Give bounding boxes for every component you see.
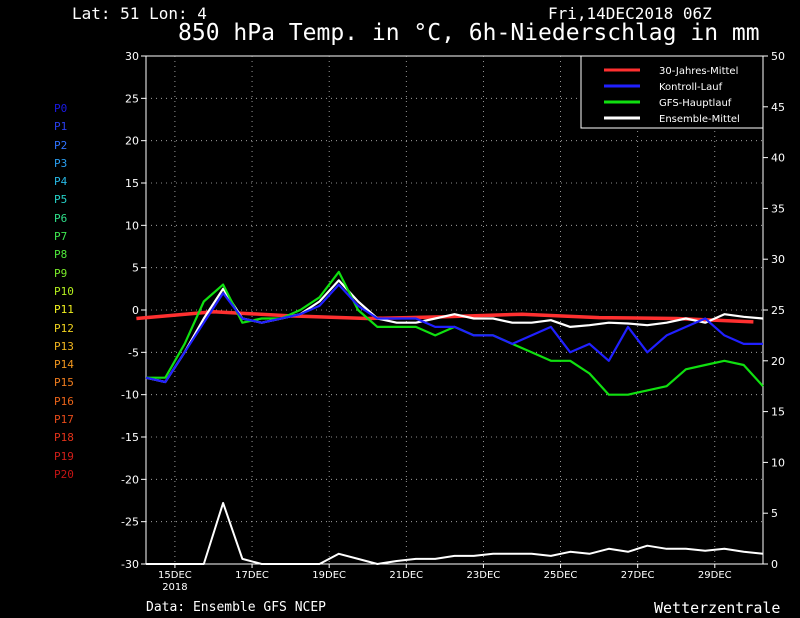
- legend-label: GFS-Hauptlauf: [659, 98, 732, 109]
- member-label-p7: P7: [54, 230, 68, 244]
- ensemble-member-list: P0 P1 P2 P3 P4 P5 P6 P7 P8 P9 P10 P11 P12 P13 P14 P15 P1…: [54, 100, 74, 484]
- y-tick-label-left: 20: [125, 135, 139, 148]
- member-label-p6: P6: [54, 211, 68, 225]
- x-tick-year-label: 2018: [162, 582, 187, 593]
- member-label-p8: P8: [54, 248, 68, 262]
- member-label-p9: P9: [54, 266, 68, 280]
- y-tick-label-left: -15: [121, 431, 139, 444]
- member-label-p3: P3: [54, 156, 68, 170]
- y-tick-label-right: 30: [771, 253, 785, 266]
- y-tick-label-left: -10: [121, 389, 139, 402]
- brand-label: Wetterzentrale: [654, 599, 781, 617]
- x-tick-label: 29DEC: [698, 570, 732, 581]
- member-label-p16: P16: [54, 394, 74, 408]
- y-tick-label-right: 5: [771, 507, 778, 520]
- member-label-p0: P0: [54, 102, 68, 115]
- y-tick-label-right: 20: [771, 355, 785, 368]
- member-label-p18: P18: [54, 431, 74, 445]
- x-tick-label: 15DEC: [158, 570, 192, 581]
- y-tick-label-right: 50: [771, 50, 785, 63]
- member-label-p5: P5: [54, 193, 68, 207]
- member-label-p2: P2: [54, 138, 68, 152]
- y-tick-label-left: -30: [121, 558, 139, 571]
- legend-label: Ensemble-Mittel: [659, 114, 740, 125]
- y-tick-label-right: 25: [771, 304, 785, 317]
- legend: 30-Jahres-Mittel Kontroll-Lauf GFS-Hauptla…: [580, 55, 764, 129]
- member-label-p20: P20: [54, 467, 74, 481]
- legend-label: 30-Jahres-Mittel: [659, 66, 738, 77]
- member-label-p17: P17: [54, 413, 74, 427]
- series-line-kontroll-lauf: [145, 283, 763, 384]
- x-tick-label: 19DEC: [312, 570, 346, 581]
- y-tick-label-left: -25: [121, 516, 139, 529]
- y-tick-label-left: 0: [132, 304, 139, 317]
- y-tick-label-right: 0: [771, 558, 778, 571]
- y-tick-label-left: 10: [125, 219, 139, 232]
- member-label-p14: P14: [54, 358, 74, 372]
- y-tick-label-right: 35: [771, 202, 785, 215]
- member-label-p10: P10: [54, 284, 74, 298]
- series-line-ensemble-mittel-niederschlag: [146, 502, 764, 565]
- y-tick-label-left: 5: [132, 262, 139, 275]
- x-tick-label: 21DEC: [389, 570, 423, 581]
- member-label-p4: P4: [54, 175, 68, 189]
- y-tick-label-left: 30: [125, 50, 139, 63]
- member-label-p13: P13: [54, 339, 74, 353]
- y-tick-label-left: -5: [128, 346, 139, 359]
- x-tick-label: 17DEC: [235, 570, 269, 581]
- y-tick-label-right: 15: [771, 406, 785, 419]
- x-tick-label: 27DEC: [621, 570, 655, 581]
- y-tick-label-left: 15: [125, 177, 139, 190]
- member-label-p11: P11: [54, 303, 74, 317]
- y-tick-label-right: 40: [771, 152, 785, 165]
- x-tick-label: 23DEC: [467, 570, 501, 581]
- data-source-label: Data: Ensemble GFS NCEP: [146, 600, 327, 615]
- legend-box: [580, 55, 764, 129]
- member-label-p15: P15: [54, 376, 74, 390]
- legend-label: Kontroll-Lauf: [659, 82, 723, 93]
- member-label-p19: P19: [54, 449, 74, 463]
- member-label-p1: P1: [54, 120, 68, 134]
- member-label-p12: P12: [54, 321, 74, 335]
- chart-title: 850 hPa Temp. in °C, 6h-Niederschlag in …: [178, 20, 760, 46]
- lat-lon-label: Lat: 51 Lon: 4: [72, 4, 207, 23]
- y-tick-label-left: -20: [121, 473, 139, 486]
- y-tick-label-right: 45: [771, 101, 785, 114]
- run-date-label: Fri,14DEC2018 06Z: [548, 4, 712, 23]
- plot-frame: [145, 55, 764, 565]
- y-tick-label-left: 25: [125, 92, 139, 105]
- x-tick-label: 25DEC: [544, 570, 578, 581]
- y-tick-label-right: 10: [771, 456, 785, 469]
